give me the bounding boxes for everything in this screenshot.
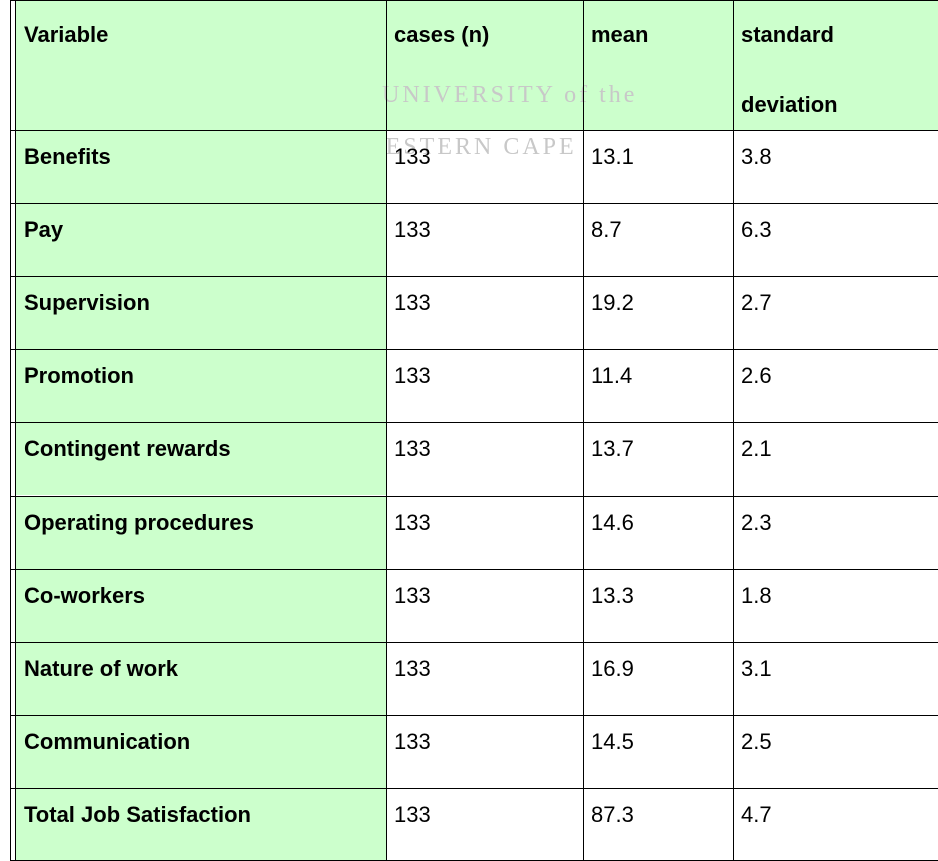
- data-cell: 133: [394, 363, 431, 389]
- data-cell: 11.4: [591, 363, 633, 389]
- data-cell: 133: [394, 290, 431, 316]
- data-cell: 2.5: [741, 728, 772, 754]
- row-label: Operating procedures: [16, 495, 386, 569]
- border-line: [10, 349, 938, 351]
- border-line: [10, 641, 938, 643]
- row-label: Benefits: [16, 130, 386, 204]
- border-line: [10, 714, 938, 716]
- data-cell: 3.8: [741, 144, 772, 169]
- data-cell: 133: [394, 509, 431, 535]
- data-cell: 2.3: [741, 509, 772, 535]
- row-label: Supervision: [16, 276, 386, 350]
- data-cell: 13.3: [591, 582, 634, 608]
- data-cell: 133: [394, 144, 431, 169]
- data-cell: 13.7: [591, 436, 634, 462]
- data-cell: 87.3: [591, 801, 634, 827]
- watermark-text: UNIVERSITY of the: [382, 82, 638, 108]
- border-line: [10, 495, 938, 497]
- header-cell: cases (n): [386, 0, 583, 130]
- border-line: [10, 787, 938, 789]
- border-line: [733, 0, 734, 861]
- header-cell: Variable: [16, 0, 386, 130]
- data-cell: 133: [394, 436, 431, 462]
- data-cell: 14.5: [591, 728, 634, 754]
- row-label: Promotion: [16, 349, 386, 423]
- data-cell: 133: [394, 728, 431, 754]
- border-line: [10, 203, 938, 205]
- row-label: Communication: [16, 714, 386, 788]
- border-line: [10, 568, 938, 570]
- data-cell: 133: [394, 217, 431, 243]
- data-cell: 8.7: [591, 217, 622, 243]
- data-cell: 133: [394, 582, 431, 608]
- border-line: [10, 130, 938, 131]
- row-label: Co-workers: [16, 568, 386, 642]
- row-label: Total Job Satisfaction: [16, 787, 386, 861]
- border-line: [10, 276, 938, 278]
- row-label: Pay: [16, 203, 386, 277]
- border-line: [386, 0, 387, 861]
- data-cell: 4.7: [741, 801, 772, 827]
- border-line: [583, 0, 584, 861]
- data-cell: 13.1: [591, 144, 634, 169]
- watermark-text: WESTERN CAPE: [360, 134, 577, 160]
- header-cell: standard deviation: [733, 0, 938, 130]
- data-cell: 19.2: [591, 290, 634, 316]
- data-cell: 3.1: [741, 655, 772, 681]
- data-cell: 2.1: [741, 436, 772, 462]
- border-line: [10, 422, 938, 424]
- data-cell: 133: [394, 655, 431, 681]
- border-line: [10, 0, 11, 861]
- data-cell: 14.6: [591, 509, 634, 535]
- data-cell: 16.9: [591, 655, 634, 681]
- data-cell: 2.7: [741, 290, 772, 316]
- data-cell: 6.3: [741, 217, 772, 243]
- row-label: Nature of work: [16, 641, 386, 715]
- row-label: Contingent rewards: [16, 422, 386, 496]
- data-cell: 1.8: [741, 582, 772, 608]
- data-cell: 2.6: [741, 363, 772, 389]
- data-cell: 133: [394, 801, 431, 827]
- header-cell: mean: [583, 0, 733, 130]
- border-line: [10, 0, 938, 1]
- border-line: [15, 0, 16, 861]
